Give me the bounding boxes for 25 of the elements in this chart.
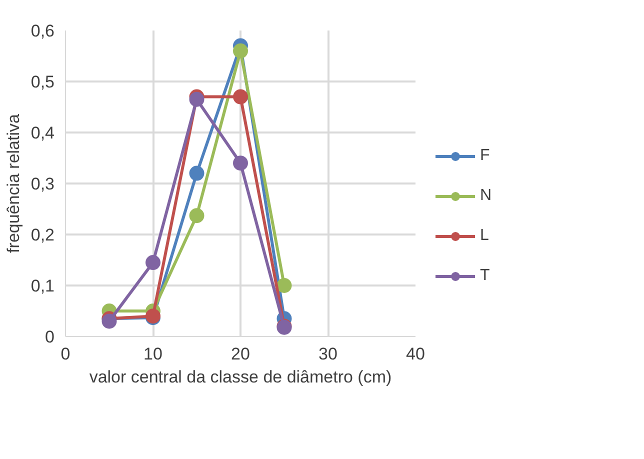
x-tick-label: 10	[144, 344, 162, 364]
point	[146, 255, 160, 270]
y-tick-label: 0	[45, 328, 55, 346]
legend-label: F	[480, 147, 491, 165]
x-tick-label: 20	[231, 344, 250, 364]
x-axis-title: valor central da classe de diâmetro (cm)	[89, 368, 392, 386]
point	[276, 278, 292, 293]
y-axis-title: frequência relativa	[4, 114, 23, 253]
x-tick-label: 30	[318, 344, 338, 364]
point	[189, 208, 204, 224]
y-tick-label: 0,3	[30, 174, 55, 194]
x-tick-label: 0	[60, 344, 70, 364]
legend-label: T	[480, 267, 491, 285]
x-tick-label: 40	[406, 344, 425, 364]
y-tick-label: 0,1	[30, 276, 55, 296]
legend-label: L	[480, 227, 490, 245]
point	[233, 89, 248, 104]
point	[233, 156, 248, 171]
y-tick-label: 0,4	[30, 124, 55, 142]
y-tick-label: 0,5	[30, 72, 55, 92]
point	[189, 166, 204, 181]
y-tick-label: 0,6	[30, 22, 55, 40]
legend-label: N	[480, 187, 493, 205]
y-tick-label: 0,2	[30, 226, 55, 244]
point	[233, 43, 248, 58]
